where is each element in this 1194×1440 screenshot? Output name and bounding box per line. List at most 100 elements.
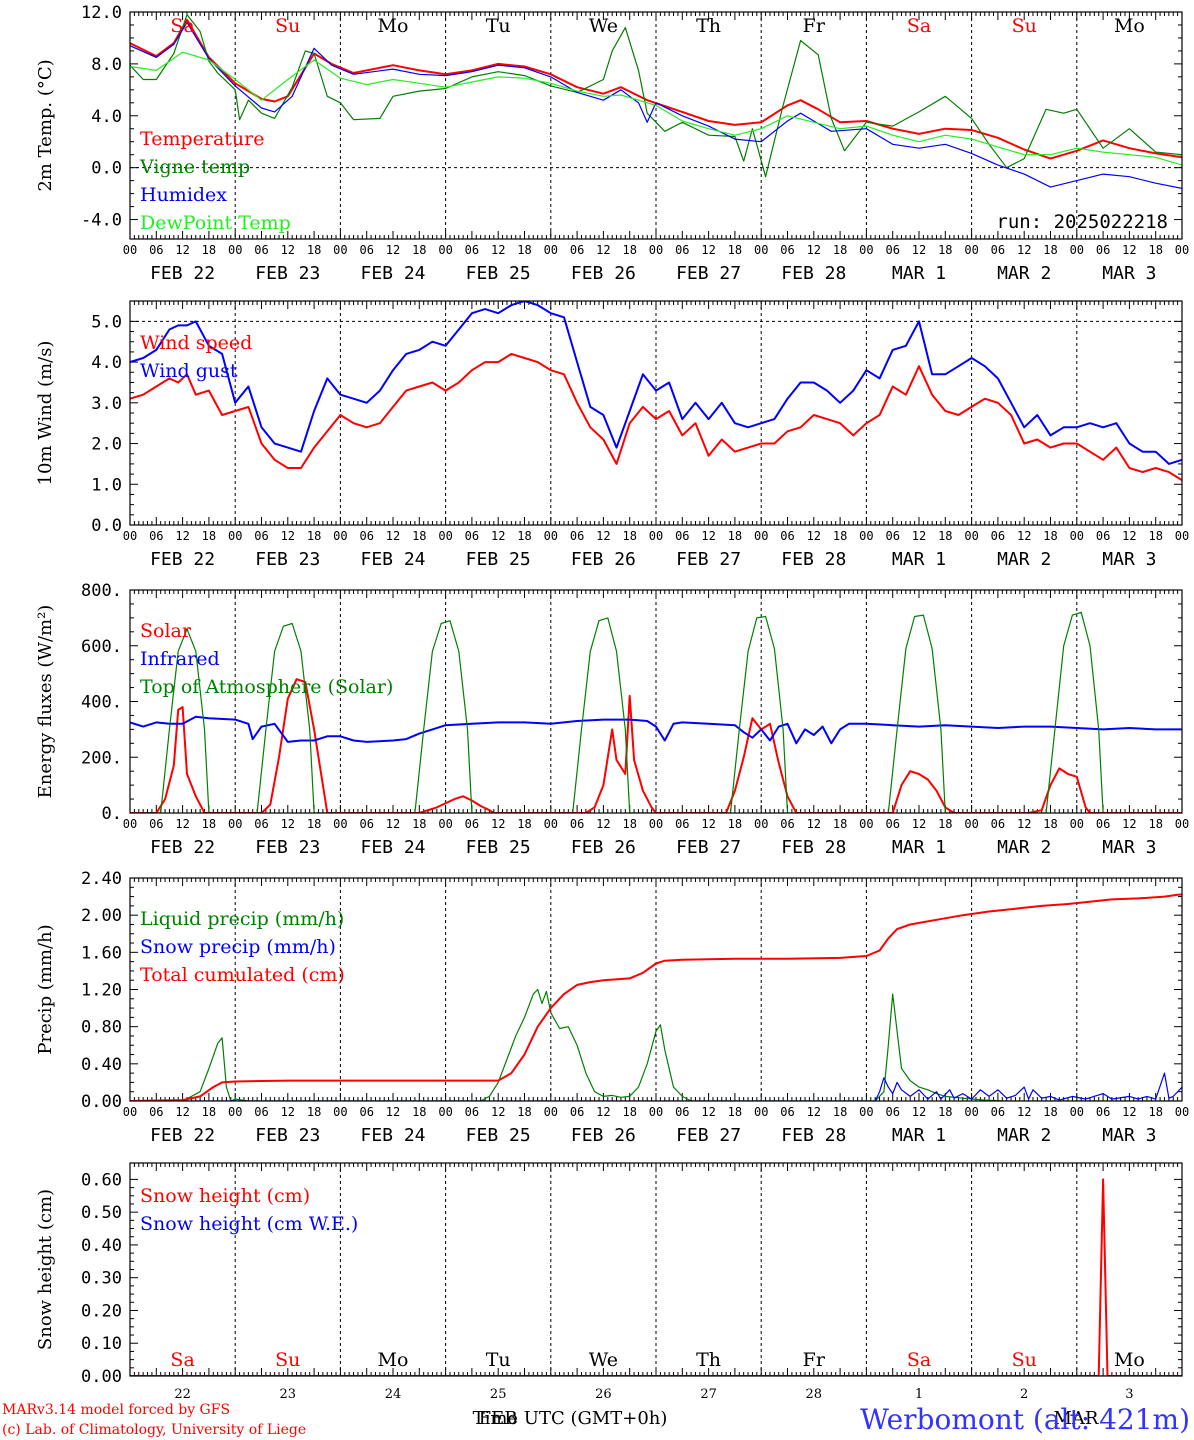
hour-tick-label: 12: [807, 529, 821, 543]
hour-tick-label: 18: [202, 243, 216, 257]
y-tick-label: 0.0: [91, 159, 122, 179]
date-label: FEB 27: [676, 549, 741, 570]
hour-tick-label: 12: [175, 529, 189, 543]
hour-tick-label: 06: [885, 817, 899, 831]
y-tick-label: 12.0: [81, 3, 122, 23]
hour-tick-label: 18: [1148, 1105, 1162, 1119]
date-label: FEB 26: [571, 263, 636, 284]
date-label: MAR 1: [892, 837, 946, 858]
hour-tick-label: 18: [517, 243, 531, 257]
hour-tick-label: 06: [149, 529, 163, 543]
y-tick-label: 2.00: [81, 906, 122, 926]
x-axis-title: Time UTC (GMT+0h): [473, 1408, 668, 1429]
weekday-label: Sa: [907, 1349, 931, 1371]
y-tick-label: 3.0: [91, 394, 122, 414]
hour-tick-label: 12: [807, 243, 821, 257]
plot-frame: [129, 11, 1183, 240]
hour-tick-label: 06: [991, 817, 1005, 831]
date-label: FEB 25: [466, 263, 531, 284]
legend-entry: Top of Atmosphere (Solar): [140, 676, 393, 698]
weekday-label: Mo: [1114, 15, 1145, 37]
y-tick-label: 0.00: [81, 1092, 122, 1112]
hour-tick-label: 12: [1017, 243, 1031, 257]
hour-tick-label: 18: [202, 817, 216, 831]
panel-energy: 00 06 12 18 FEB 22 00 06 12 18 FEB 23 00 06 12 18 FEB …: [35, 581, 1189, 858]
date-label: MAR 3: [1102, 1125, 1156, 1146]
legend-entry: Infrared: [140, 648, 220, 670]
weekday-label: Tu: [486, 15, 511, 37]
date-label: MAR 3: [1102, 837, 1156, 858]
y-tick-label: 0.00: [81, 1367, 122, 1387]
hour-tick-label: 12: [701, 1105, 715, 1119]
y-axis-title: 2m Temp. (°C): [35, 59, 56, 191]
hour-tick-label: 18: [307, 529, 321, 543]
hour-tick-label: 00: [649, 529, 663, 543]
date-label: FEB 28: [781, 263, 846, 284]
hour-tick-label: 12: [491, 817, 505, 831]
hour-tick-label: 12: [701, 529, 715, 543]
hour-tick-label: 00: [964, 243, 978, 257]
date-label: FEB 24: [360, 263, 425, 284]
y-axis-title: Precip (mm/h): [35, 924, 56, 1054]
hour-tick-label: 00: [859, 1105, 873, 1119]
hour-tick-label: 18: [1148, 243, 1162, 257]
y-tick-label: 0.: [102, 804, 122, 824]
hour-tick-label: 12: [596, 529, 610, 543]
hour-tick-label: 06: [675, 243, 689, 257]
hour-tick-label: 12: [807, 1105, 821, 1119]
hour-tick-label: 00: [544, 529, 558, 543]
y-tick-label: 0.30: [81, 1269, 122, 1289]
plot-frame: [129, 1162, 1183, 1377]
hour-tick-label: 12: [386, 529, 400, 543]
hour-tick-label: 18: [307, 1105, 321, 1119]
hour-tick-label: 18: [412, 1105, 426, 1119]
weekday-label: Mo: [378, 1349, 409, 1371]
legend-entry: Total cumulated (cm): [140, 964, 345, 986]
weekday-label: Sa: [907, 15, 931, 37]
y-tick-label: 1.0: [91, 475, 122, 495]
plot-frame: [129, 589, 1183, 814]
weekday-label: Fr: [803, 15, 826, 37]
hour-tick-label: 00: [1070, 817, 1084, 831]
hour-tick-label: 00: [228, 243, 242, 257]
hour-tick-label: 18: [728, 817, 742, 831]
weekday-label: Mo: [378, 15, 409, 37]
hour-tick-label: 18: [728, 529, 742, 543]
hour-tick-label: 18: [728, 243, 742, 257]
series-line-temperature: [130, 18, 1182, 160]
hour-tick-label: 18: [1148, 817, 1162, 831]
hour-tick-label: 06: [254, 529, 268, 543]
y-tick-label: 2.0: [91, 435, 122, 455]
hour-tick-label: 00: [859, 529, 873, 543]
series-line-vigne-temp: [130, 14, 1182, 178]
date-label: FEB 23: [255, 837, 320, 858]
hour-tick-label: 06: [675, 529, 689, 543]
y-axis-title: Energy fluxes (W/m²): [35, 605, 56, 799]
hour-tick-label: 00: [859, 243, 873, 257]
date-label: FEB 28: [781, 549, 846, 570]
hour-tick-label: 00: [754, 817, 768, 831]
day-number-label: 25: [490, 1387, 507, 1402]
hour-tick-label: 12: [912, 529, 926, 543]
site-title: Werbomont (alt: 421m): [860, 1403, 1190, 1436]
date-label: FEB 25: [466, 1125, 531, 1146]
date-label: MAR 2: [997, 549, 1051, 570]
hour-tick-label: 06: [149, 243, 163, 257]
plot-frame: [129, 300, 1183, 526]
y-tick-label: 0.10: [81, 1334, 122, 1354]
y-tick-label: 1.20: [81, 981, 122, 1001]
hour-tick-label: 12: [175, 817, 189, 831]
hour-tick-label: 00: [1070, 529, 1084, 543]
hour-tick-label: 12: [1017, 817, 1031, 831]
weekday-label: Sa: [170, 1349, 194, 1371]
hour-tick-label: 18: [728, 1105, 742, 1119]
y-axis-title: 10m Wind (m/s): [35, 341, 56, 486]
date-label: FEB 24: [360, 549, 425, 570]
hour-tick-label: 00: [438, 243, 452, 257]
run-annotation: run: 2025022218: [996, 211, 1168, 233]
hour-tick-label: 12: [386, 243, 400, 257]
weekday-label: Su: [1012, 15, 1037, 37]
weekday-label: Th: [696, 1349, 721, 1371]
hour-tick-label: 06: [359, 243, 373, 257]
hour-tick-label: 18: [412, 817, 426, 831]
